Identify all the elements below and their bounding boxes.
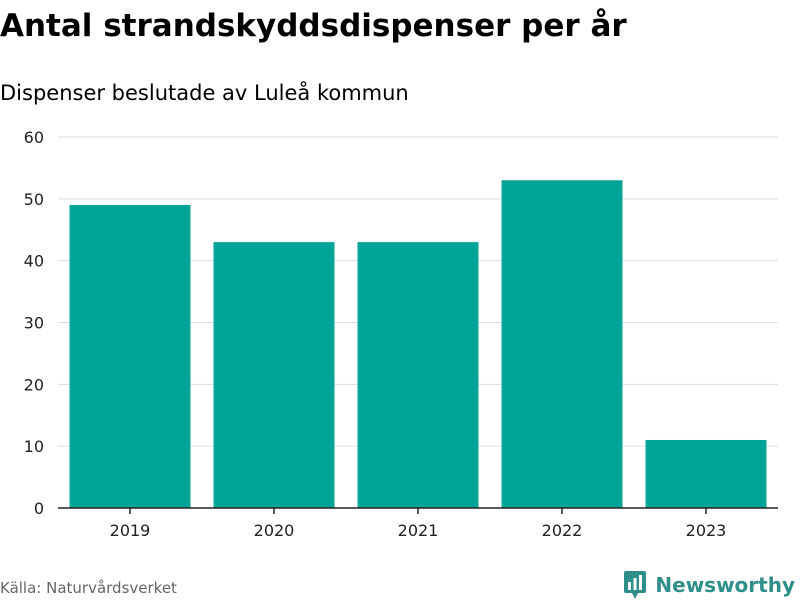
chart-title: Antal strandskyddsdispenser per år bbox=[0, 8, 627, 44]
newsworthy-logo-icon bbox=[624, 571, 647, 599]
brand-logo: Newsworthy bbox=[623, 568, 795, 602]
y-tick-label: 30 bbox=[24, 314, 44, 333]
bar-2023 bbox=[645, 439, 767, 508]
x-tick-label: 2022 bbox=[542, 521, 583, 540]
y-tick-label: 10 bbox=[24, 437, 44, 456]
x-tick-label: 2023 bbox=[686, 521, 727, 540]
bar-2019 bbox=[69, 205, 191, 508]
y-tick-label: 0 bbox=[34, 499, 44, 518]
bar-2020 bbox=[213, 242, 335, 508]
chart-subtitle: Dispenser beslutade av Luleå kommun bbox=[0, 81, 409, 105]
x-tick-label: 2021 bbox=[398, 521, 439, 540]
brand-name: Newsworthy bbox=[655, 573, 795, 597]
bar-2021 bbox=[357, 242, 479, 508]
y-tick-label: 20 bbox=[24, 375, 44, 394]
y-tick-label: 50 bbox=[24, 190, 44, 209]
x-tick-label: 2019 bbox=[110, 521, 151, 540]
y-tick-label: 40 bbox=[24, 252, 44, 271]
x-tick-label: 2020 bbox=[254, 521, 295, 540]
y-tick-label: 60 bbox=[24, 128, 44, 147]
bar-2022 bbox=[501, 180, 623, 509]
source-note: Källa: Naturvårdsverket bbox=[0, 579, 177, 597]
